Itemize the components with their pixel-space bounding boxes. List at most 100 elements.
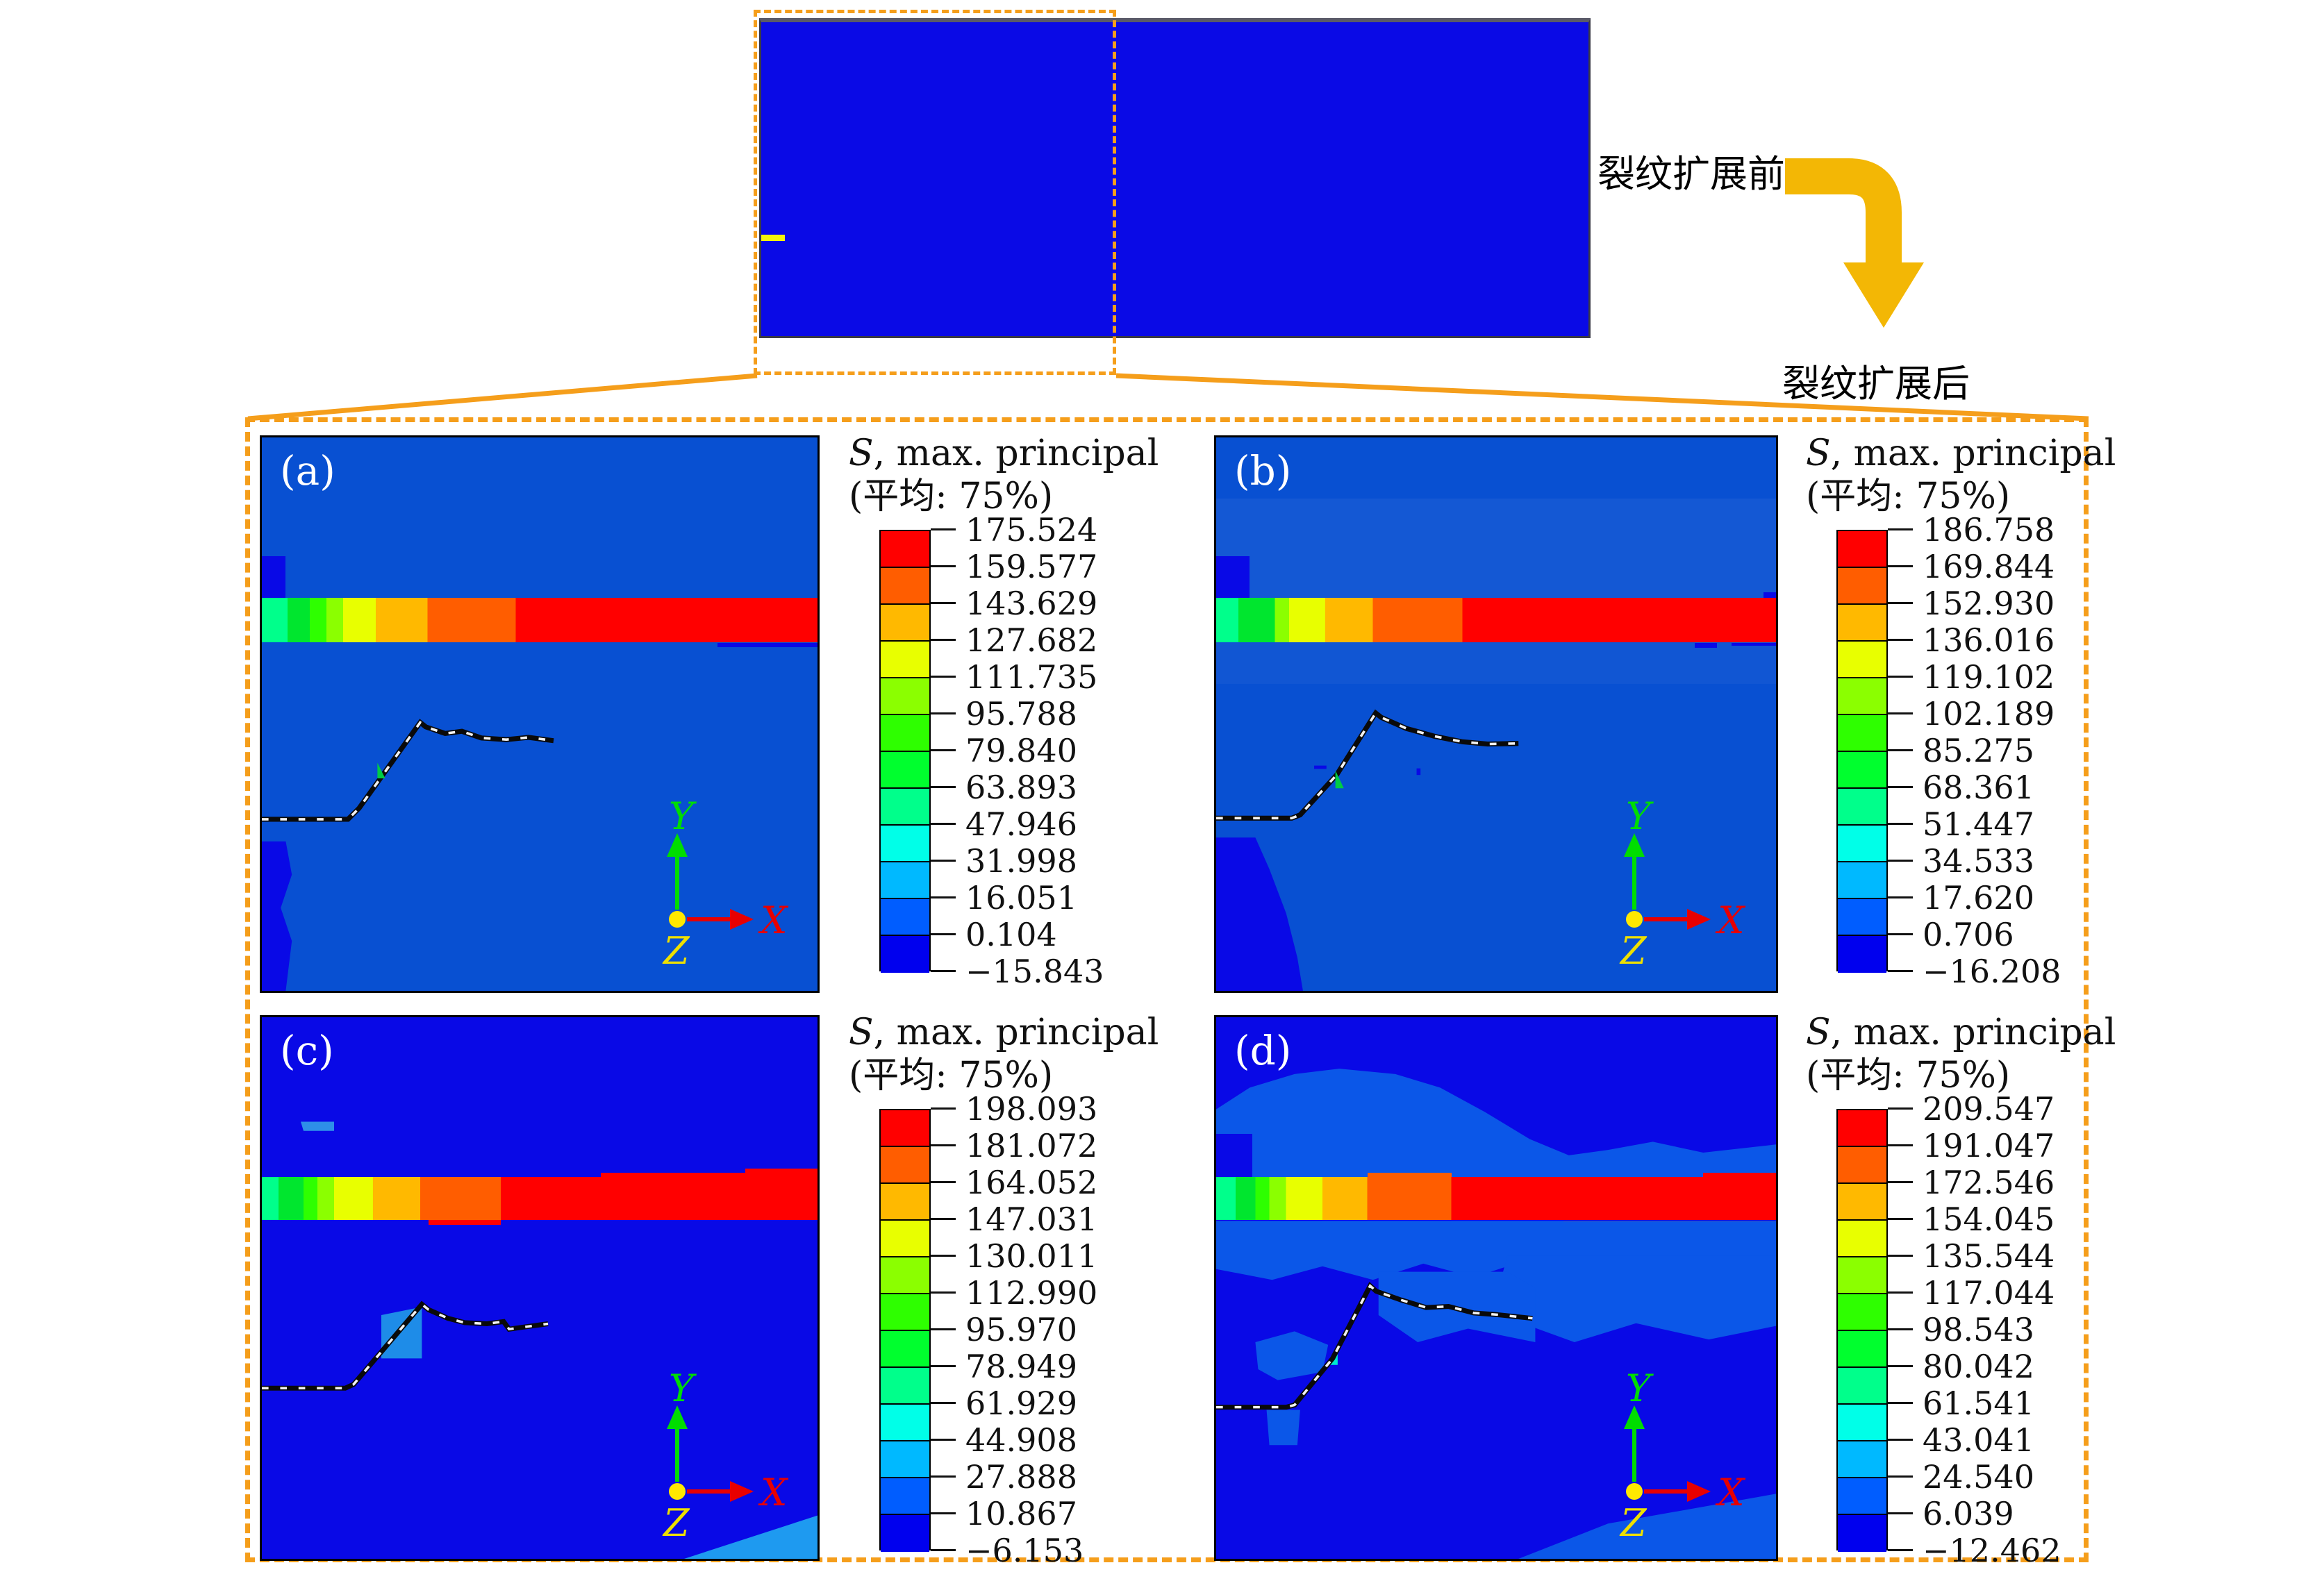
axis-y-label: Y [1626,1372,1654,1410]
stress-marker [1314,765,1327,769]
legend-title-rest: , max. principal [873,1012,1159,1053]
legend-tick-value: 127.682 [965,621,1098,659]
legend-tick-value: 43.041 [1923,1421,2034,1459]
legend-tick-value: 44.908 [965,1421,1077,1459]
colorbar-cell [881,678,929,715]
legend-tick-row: 27.888 [931,1458,1077,1496]
stress-patch [1763,592,1776,599]
origin-dot [669,911,686,928]
label-after-crack: 裂纹扩展后 [1782,362,1970,405]
tick-mark [1888,1255,1913,1257]
axis-z-label: Z [1619,929,1647,967]
legend-scale-c: 198.093 181.072 164.052 147.031 130.011 112.9… [879,1090,1178,1569]
contour-panel-d: Y X Z (d) [1214,1015,1778,1561]
colorbar-cell [1838,1146,1886,1184]
tick-mark [1888,786,1913,788]
legend-tick-value: 61.929 [965,1384,1077,1422]
x-axis-arrowhead [730,909,754,930]
legend-tick-value: 152.930 [1923,584,2055,622]
legend-tick-value: 135.544 [1923,1237,2055,1275]
stress-patch [1216,556,1250,599]
legend-tick-row: 135.544 [1888,1237,2055,1275]
crack-plane-stress-band [1216,1177,1776,1221]
stress-patch [1731,642,1776,646]
tick-mark [1888,1291,1913,1294]
crack-path [262,719,554,822]
y-axis-arrowhead [667,833,688,858]
legend-tick-row: 102.189 [1888,695,2055,733]
colorbar-cell [1838,641,1886,678]
tick-mark [1888,823,1913,825]
tick-mark [1888,1549,1913,1551]
colorbar-cell [881,1110,929,1147]
legend-tick-value: 130.011 [965,1237,1098,1275]
y-axis-arrowhead [1624,833,1645,858]
legend-tick-value: 181.072 [965,1126,1098,1164]
legend-tick-row: 43.041 [1888,1421,2034,1459]
legend-tick-value: 191.047 [1923,1126,2055,1164]
stress-patch [1703,1172,1776,1178]
legend-tick-row: 130.011 [931,1237,1098,1275]
tick-mark [931,528,956,530]
axis-y-label: Y [669,1372,697,1410]
arrow-head [1843,262,1924,328]
tick-mark [1888,1107,1913,1110]
precrack-line [761,235,785,241]
legend-tick-row: −16.208 [1888,953,2061,990]
tick-mark [931,1328,956,1330]
panel-label-a: (a) [280,447,335,494]
tick-mark [931,1181,956,1183]
tick-mark [1888,712,1913,714]
axis-triad: Y X Z [656,794,802,973]
stress-marker [1416,768,1421,776]
colorbar-cell [881,751,929,789]
tick-mark [1888,1475,1913,1478]
legend-title-rest: , max. principal [873,433,1159,474]
legend-tick-value: 164.052 [965,1163,1098,1201]
legend-tick-row: 111.735 [931,658,1097,696]
colorbar-cell [881,1478,929,1515]
legend-scale-b: 186.758 169.844 152.930 136.016 119.102 102.1… [1836,511,2135,990]
axis-x-label: X [1715,1471,1746,1514]
legend-tick-row: 172.546 [1888,1164,2055,1201]
legend-tick-value: 10.867 [965,1494,1077,1532]
legend-title-s: S [849,1012,874,1053]
legend-tick-row: 34.533 [1888,842,2034,880]
legend-tick-row: 154.045 [1888,1201,2055,1238]
colorbar-cell [881,898,929,936]
colorbar-cell [881,567,929,605]
stress-patch [745,1168,817,1174]
tick-mark [1888,896,1913,898]
legend-tick-row: 181.072 [931,1127,1097,1164]
tick-mark [931,712,956,714]
crack-path [1216,1282,1533,1410]
legend-title-avg: (平均: 75%) [849,1055,1054,1096]
legend-tick-value: 117.044 [1923,1273,2055,1312]
tick-mark [931,1439,956,1441]
legend-title-s: S [849,433,874,474]
colorbar-cell [881,1441,929,1478]
colorbar-cell [1838,825,1886,862]
legend-tick-row: 0.706 [1888,916,2014,953]
colorbar-cell [881,1257,929,1294]
tick-mark [931,823,956,825]
axis-triad: Y X Z [1613,794,1759,973]
x-axis-arrowhead [730,1480,754,1502]
crack-path [262,1301,549,1391]
legend-title-b: S, max. principal (平均: 75%) [1806,432,2116,518]
legend-tick-row: 79.840 [931,732,1077,769]
arrow-shaft [1785,158,1902,264]
colorbar-cell [1838,604,1886,642]
legend-tick-row: 0.104 [931,916,1057,953]
legend-tick-value: 175.524 [965,510,1098,549]
crack-plane-stress-band [262,598,817,642]
stress-patch [717,643,817,648]
legend-tick-value: 198.093 [965,1089,1098,1128]
crack-path [1216,709,1519,821]
colorbar-cell [1838,1183,1886,1221]
legend-tick-value: 34.533 [1923,842,2034,880]
colorbar-cell [881,714,929,752]
legend-tick-value: 16.051 [965,878,1077,917]
colorbar-cell [881,788,929,826]
zoom-region-dashed-box [754,10,1116,375]
